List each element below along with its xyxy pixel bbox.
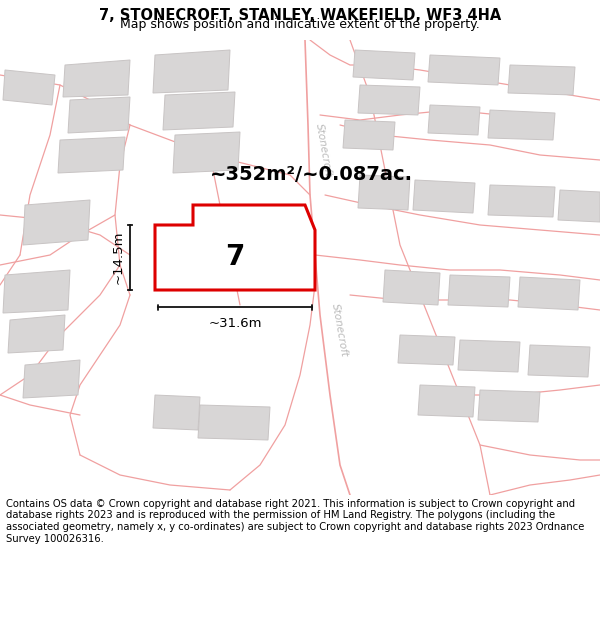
Polygon shape	[488, 110, 555, 140]
Text: 7: 7	[226, 243, 245, 271]
Polygon shape	[198, 405, 270, 440]
Polygon shape	[518, 277, 580, 310]
Polygon shape	[23, 360, 80, 398]
Polygon shape	[428, 105, 480, 135]
Polygon shape	[153, 50, 230, 93]
Text: 7, STONECROFT, STANLEY, WAKEFIELD, WF3 4HA: 7, STONECROFT, STANLEY, WAKEFIELD, WF3 4…	[99, 8, 501, 23]
Polygon shape	[58, 137, 125, 173]
Polygon shape	[398, 335, 455, 365]
Polygon shape	[173, 132, 240, 173]
Text: Stonecroft: Stonecroft	[314, 122, 333, 177]
Polygon shape	[23, 200, 90, 245]
Text: ~14.5m: ~14.5m	[112, 230, 125, 284]
Polygon shape	[448, 275, 510, 307]
Polygon shape	[8, 315, 65, 353]
Polygon shape	[193, 233, 285, 282]
Polygon shape	[528, 345, 590, 377]
Polygon shape	[478, 390, 540, 422]
Polygon shape	[153, 395, 200, 430]
Polygon shape	[488, 185, 555, 217]
Polygon shape	[68, 97, 130, 133]
Text: ~31.6m: ~31.6m	[208, 317, 262, 330]
Text: ~352m²/~0.087ac.: ~352m²/~0.087ac.	[210, 166, 413, 184]
Polygon shape	[343, 120, 395, 150]
Text: Contains OS data © Crown copyright and database right 2021. This information is : Contains OS data © Crown copyright and d…	[6, 499, 584, 544]
Polygon shape	[3, 270, 70, 313]
Polygon shape	[358, 85, 420, 115]
Polygon shape	[63, 60, 130, 97]
Polygon shape	[418, 385, 475, 417]
Polygon shape	[413, 180, 475, 213]
Text: Stonecroft: Stonecroft	[330, 302, 349, 358]
Polygon shape	[358, 175, 410, 210]
Polygon shape	[163, 92, 235, 130]
Polygon shape	[458, 340, 520, 372]
Polygon shape	[353, 50, 415, 80]
Polygon shape	[155, 205, 315, 290]
Polygon shape	[428, 55, 500, 85]
Polygon shape	[3, 70, 55, 105]
Polygon shape	[508, 65, 575, 95]
Polygon shape	[383, 270, 440, 305]
Polygon shape	[558, 190, 600, 222]
Text: Map shows position and indicative extent of the property.: Map shows position and indicative extent…	[120, 18, 480, 31]
